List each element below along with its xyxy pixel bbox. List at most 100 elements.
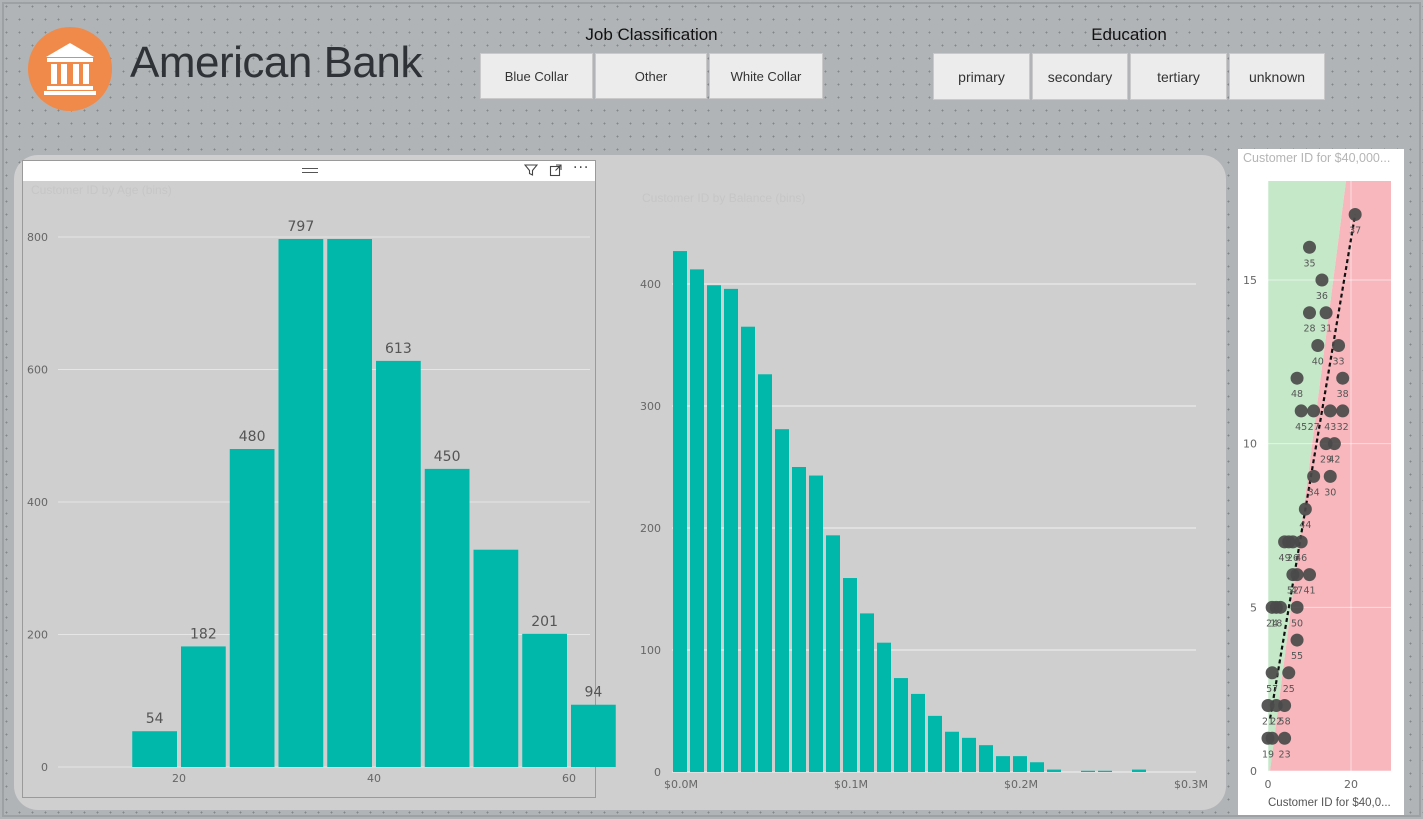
point-label: 46 <box>1295 553 1307 564</box>
point-label: 36 <box>1316 291 1328 302</box>
bank-logo <box>28 27 112 111</box>
point-label: 32 <box>1337 422 1349 433</box>
x-tick-label: 20 <box>172 772 186 785</box>
point-label: 21 <box>1262 717 1274 728</box>
bar-data-label: 201 <box>531 614 558 630</box>
point-label: 35 <box>1303 258 1315 269</box>
scatter-point <box>1290 568 1304 582</box>
age-bar <box>229 449 275 767</box>
job-slicer-title: Job Classification <box>585 25 718 44</box>
scatter-point <box>1307 404 1321 418</box>
point-label: 22 <box>1270 717 1282 728</box>
age-bar <box>181 646 226 767</box>
drag-handle[interactable] <box>302 168 318 173</box>
balance-bar <box>894 678 908 772</box>
scatter-point <box>1273 600 1287 614</box>
y-tick-label: 400 <box>640 278 661 291</box>
focus-mode-icon[interactable] <box>549 163 563 181</box>
scatter-point <box>1290 371 1304 385</box>
point-label: 52 <box>1287 586 1299 597</box>
option-label: Other <box>634 69 668 84</box>
education-option-primary[interactable]: primary <box>933 53 1030 100</box>
option-label: unknown <box>1248 69 1306 85</box>
option-label: Blue Collar <box>504 69 569 84</box>
bar-data-label: 54 <box>146 711 164 727</box>
balance-bar <box>962 737 976 772</box>
point-label: 28 <box>1303 324 1315 335</box>
point-label: 41 <box>1303 586 1315 597</box>
x-tick-label: 0 <box>1265 778 1272 791</box>
y-tick-label: 0 <box>41 761 48 774</box>
point-label: 40 <box>1312 356 1324 367</box>
bank-building-icon <box>44 43 96 95</box>
age-bar <box>424 468 470 767</box>
bar-data-label: 480 <box>239 429 266 445</box>
scatter-x-axis-label: Customer ID for $40,0... <box>1268 797 1391 809</box>
more-options-icon[interactable]: ··· <box>573 160 590 176</box>
point-label: 26 <box>1287 553 1299 564</box>
option-label: primary <box>958 69 1005 85</box>
trend-line <box>1268 214 1357 719</box>
age-bar <box>473 549 519 767</box>
scatter-point <box>1290 633 1304 647</box>
point-label: 29 <box>1320 455 1332 466</box>
scatter-point <box>1282 666 1296 680</box>
filter-icon[interactable] <box>523 163 539 181</box>
point-label: 47 <box>1291 586 1303 597</box>
balance-bar <box>1132 769 1146 772</box>
scatter-point <box>1303 568 1316 582</box>
scatter-point <box>1315 273 1329 287</box>
option-label: White Collar <box>730 69 802 84</box>
balance-bar <box>690 269 704 772</box>
point-label: 43 <box>1324 422 1336 433</box>
y-tick-label: 600 <box>27 364 48 377</box>
job-option-other[interactable]: Other <box>595 53 707 99</box>
scatter-point <box>1265 666 1279 680</box>
education-option-secondary[interactable]: secondary <box>1032 53 1128 100</box>
scatter-title: Customer ID for $40,000... <box>1243 151 1391 165</box>
y-tick-label: 10 <box>1243 438 1257 451</box>
education-slicer-title: Education <box>1091 25 1167 44</box>
scatter-point <box>1278 731 1292 745</box>
balance-bar <box>792 467 806 772</box>
point-label: 49 <box>1279 553 1291 564</box>
point-label: 58 <box>1279 717 1291 728</box>
y-tick-label: 0 <box>1250 765 1257 778</box>
point-label: 48 <box>1291 389 1303 400</box>
point-label: 34 <box>1308 487 1320 498</box>
balance-bar <box>928 715 942 772</box>
scatter-point <box>1311 338 1325 352</box>
balance-bar <box>1081 770 1095 772</box>
scatter-point <box>1307 469 1321 483</box>
y-tick-label: 200 <box>640 522 661 535</box>
x-tick-label: 40 <box>367 772 381 785</box>
y-tick-label: 0 <box>654 766 661 779</box>
balance-bar <box>843 578 857 772</box>
option-label: secondary <box>1047 69 1113 85</box>
balance-bar <box>860 613 874 772</box>
bar-data-label: 797 <box>288 219 315 235</box>
point-label: 45 <box>1295 422 1307 433</box>
scatter-point <box>1348 208 1362 222</box>
balance-chart-title: Customer ID by Balance (bins) <box>642 191 806 205</box>
scatter-point <box>1265 731 1279 745</box>
point-label: 19 <box>1262 749 1274 760</box>
scatter-point <box>1298 502 1312 516</box>
job-option-white-collar[interactable]: White Collar <box>709 53 823 99</box>
education-option-tertiary[interactable]: tertiary <box>1130 53 1227 100</box>
x-tick-label: $0.3M <box>1174 778 1208 791</box>
point-label: 38 <box>1337 389 1349 400</box>
bar-data-label: 450 <box>434 449 461 465</box>
y-tick-label: 200 <box>27 629 48 642</box>
age-bar <box>327 238 372 768</box>
point-label: 30 <box>1324 487 1336 498</box>
job-option-blue-collar[interactable]: Blue Collar <box>480 53 593 99</box>
scatter-point <box>1319 306 1333 320</box>
education-option-unknown[interactable]: unknown <box>1229 53 1325 100</box>
balance-bar <box>758 374 772 772</box>
scatter-point <box>1303 240 1316 254</box>
balance-bar <box>707 285 721 772</box>
scatter-point <box>1294 404 1308 418</box>
balance-bar <box>775 429 789 772</box>
